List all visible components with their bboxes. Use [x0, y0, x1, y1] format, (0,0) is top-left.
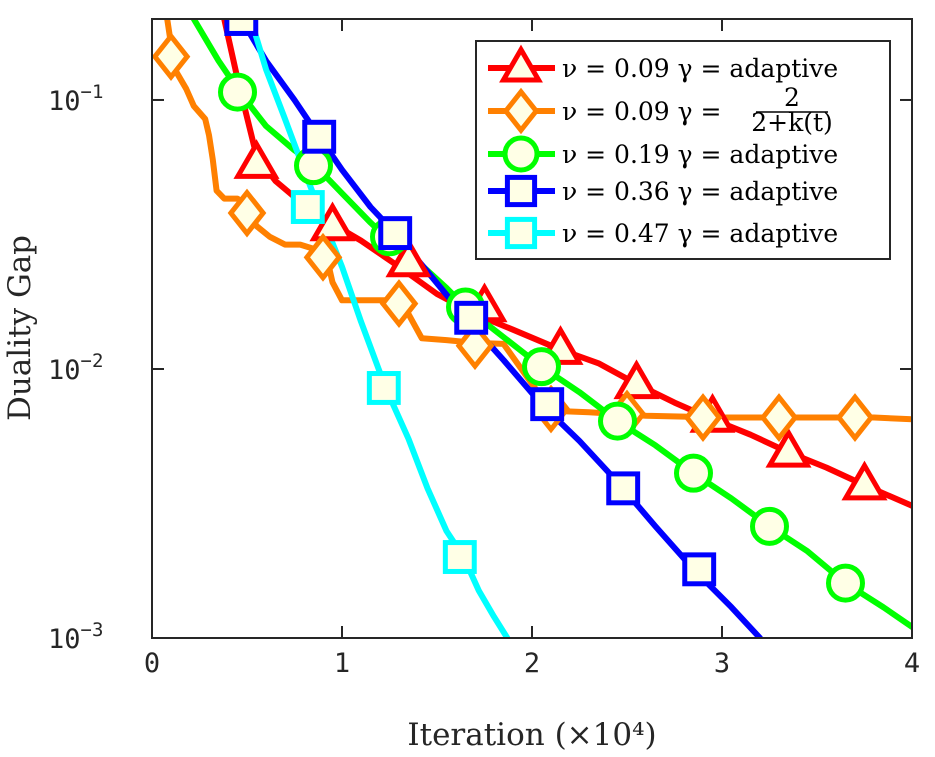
series-2-marker: [759, 393, 799, 442]
y-axis-label: Duality Gap: [2, 235, 38, 421]
series-3-marker: [826, 563, 865, 603]
series-1-marker: [385, 237, 432, 278]
series-2-marker: [835, 393, 875, 442]
series-1-marker: [613, 359, 660, 400]
y-tick-label: 10−3: [48, 619, 103, 655]
legend-label-5: ν = 0.47 γ = adaptive: [562, 219, 838, 248]
legend-fraction-numerator: 2: [784, 83, 800, 112]
legend-marker-1: [499, 44, 543, 83]
series-2-marker: [303, 232, 343, 282]
series-2-marker: [152, 32, 191, 81]
legend-marker-2: [502, 87, 540, 135]
series-3-marker: [598, 401, 637, 441]
legend-label-4: ν = 0.36 γ = adaptive: [562, 177, 838, 206]
series-4-marker: [682, 552, 717, 587]
legend-marker-4: [504, 174, 538, 208]
series-5-marker: [366, 371, 401, 405]
y-tick-label: 10−2: [48, 350, 103, 386]
series-4-marker: [454, 300, 489, 335]
x-axis-label: Iteration (×10⁴): [407, 717, 656, 753]
series-1-marker: [765, 427, 812, 468]
legend-label-1: ν = 0.09 γ = adaptive: [562, 54, 838, 83]
x-tick-label: 2: [524, 648, 540, 679]
legend-marker-3: [502, 135, 540, 173]
series-2-marker: [455, 321, 495, 371]
legend-fraction-denominator: 2+k(t): [751, 108, 833, 137]
series-2-marker: [227, 188, 267, 238]
x-tick-label: 4: [904, 648, 920, 679]
series-3-marker: [218, 72, 257, 112]
y-tick-label: 10−1: [48, 81, 103, 117]
y-axis-ticks: 10−1 10−2 10−3: [48, 81, 912, 655]
series-3-marker: [294, 146, 333, 186]
series-2-marker: [683, 393, 723, 442]
series-4-marker: [378, 216, 413, 251]
series-4-marker: [530, 387, 565, 422]
series-5-marker: [290, 190, 325, 224]
legend-marker-5: [504, 216, 538, 250]
legend-box: [475, 40, 891, 260]
x-tick-label: 0: [144, 648, 160, 679]
series-3-marker: [674, 453, 713, 493]
series-2-marker: [379, 279, 419, 329]
series-1-marker: [233, 139, 280, 179]
x-axis-ticks: 0 1 2 3 4: [144, 19, 920, 679]
legend-label-3: ν = 0.19 γ = adaptive: [562, 140, 838, 169]
legend: ν = 0.09 γ = adaptive ν = 0.09 γ = 22+k(t)…: [475, 40, 891, 260]
series-4-marker: [302, 119, 337, 154]
series-1-marker: [841, 460, 888, 501]
series-4-marker: [606, 471, 641, 506]
x-tick-label: 3: [714, 648, 730, 679]
x-tick-label: 1: [334, 648, 350, 679]
series-3-marker: [522, 347, 561, 387]
series-markers: [152, 19, 888, 603]
series-line-1: [221, 19, 912, 509]
series-line-2: [164, 19, 912, 423]
series-5-marker: [442, 540, 477, 574]
series-4-marker: [224, 19, 259, 36]
legend-label-2: ν = 0.09 γ =: [562, 97, 722, 126]
series-3-marker: [750, 506, 789, 546]
